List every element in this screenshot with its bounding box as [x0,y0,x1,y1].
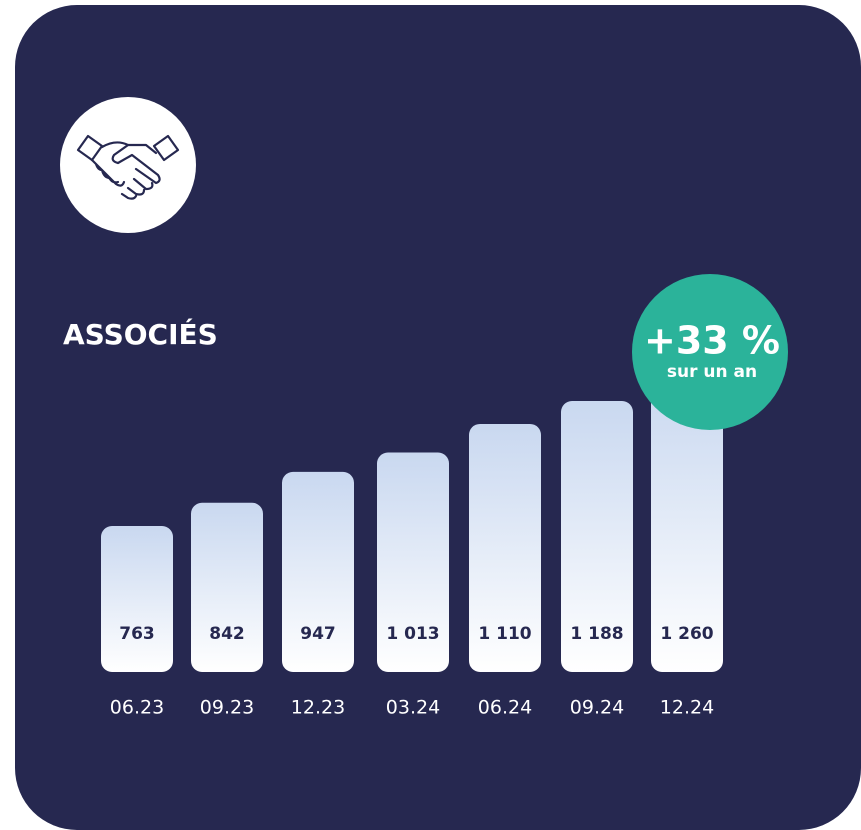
value-label: 1 013 [386,624,439,644]
bar [377,452,449,672]
value-label: 1 260 [660,624,713,644]
badge-caption: sur un an [667,362,757,382]
x-tick-label: 03.24 [386,697,440,719]
badge-value: +33 % [644,319,780,363]
x-tick-label: 06.23 [110,697,164,719]
bar [561,401,633,672]
x-tick-label: 12.24 [660,697,714,719]
value-label: 1 110 [478,624,531,644]
chart-title: ASSOCIÉS [63,317,218,351]
x-tick-label: 06.24 [478,697,532,719]
bar [282,471,354,672]
value-label: 947 [300,624,336,644]
x-tick-label: 09.24 [570,697,624,719]
x-tick-label: 12.23 [291,697,345,719]
bar [101,525,173,672]
bar [651,379,723,672]
bar [191,502,263,672]
bar [469,423,541,672]
value-label: 842 [209,624,245,644]
value-label: 1 188 [570,624,623,644]
badge: +33 % sur un an [632,274,788,430]
value-label: 763 [119,624,155,644]
icon [60,97,196,233]
x-tick-label: 09.23 [200,697,254,719]
